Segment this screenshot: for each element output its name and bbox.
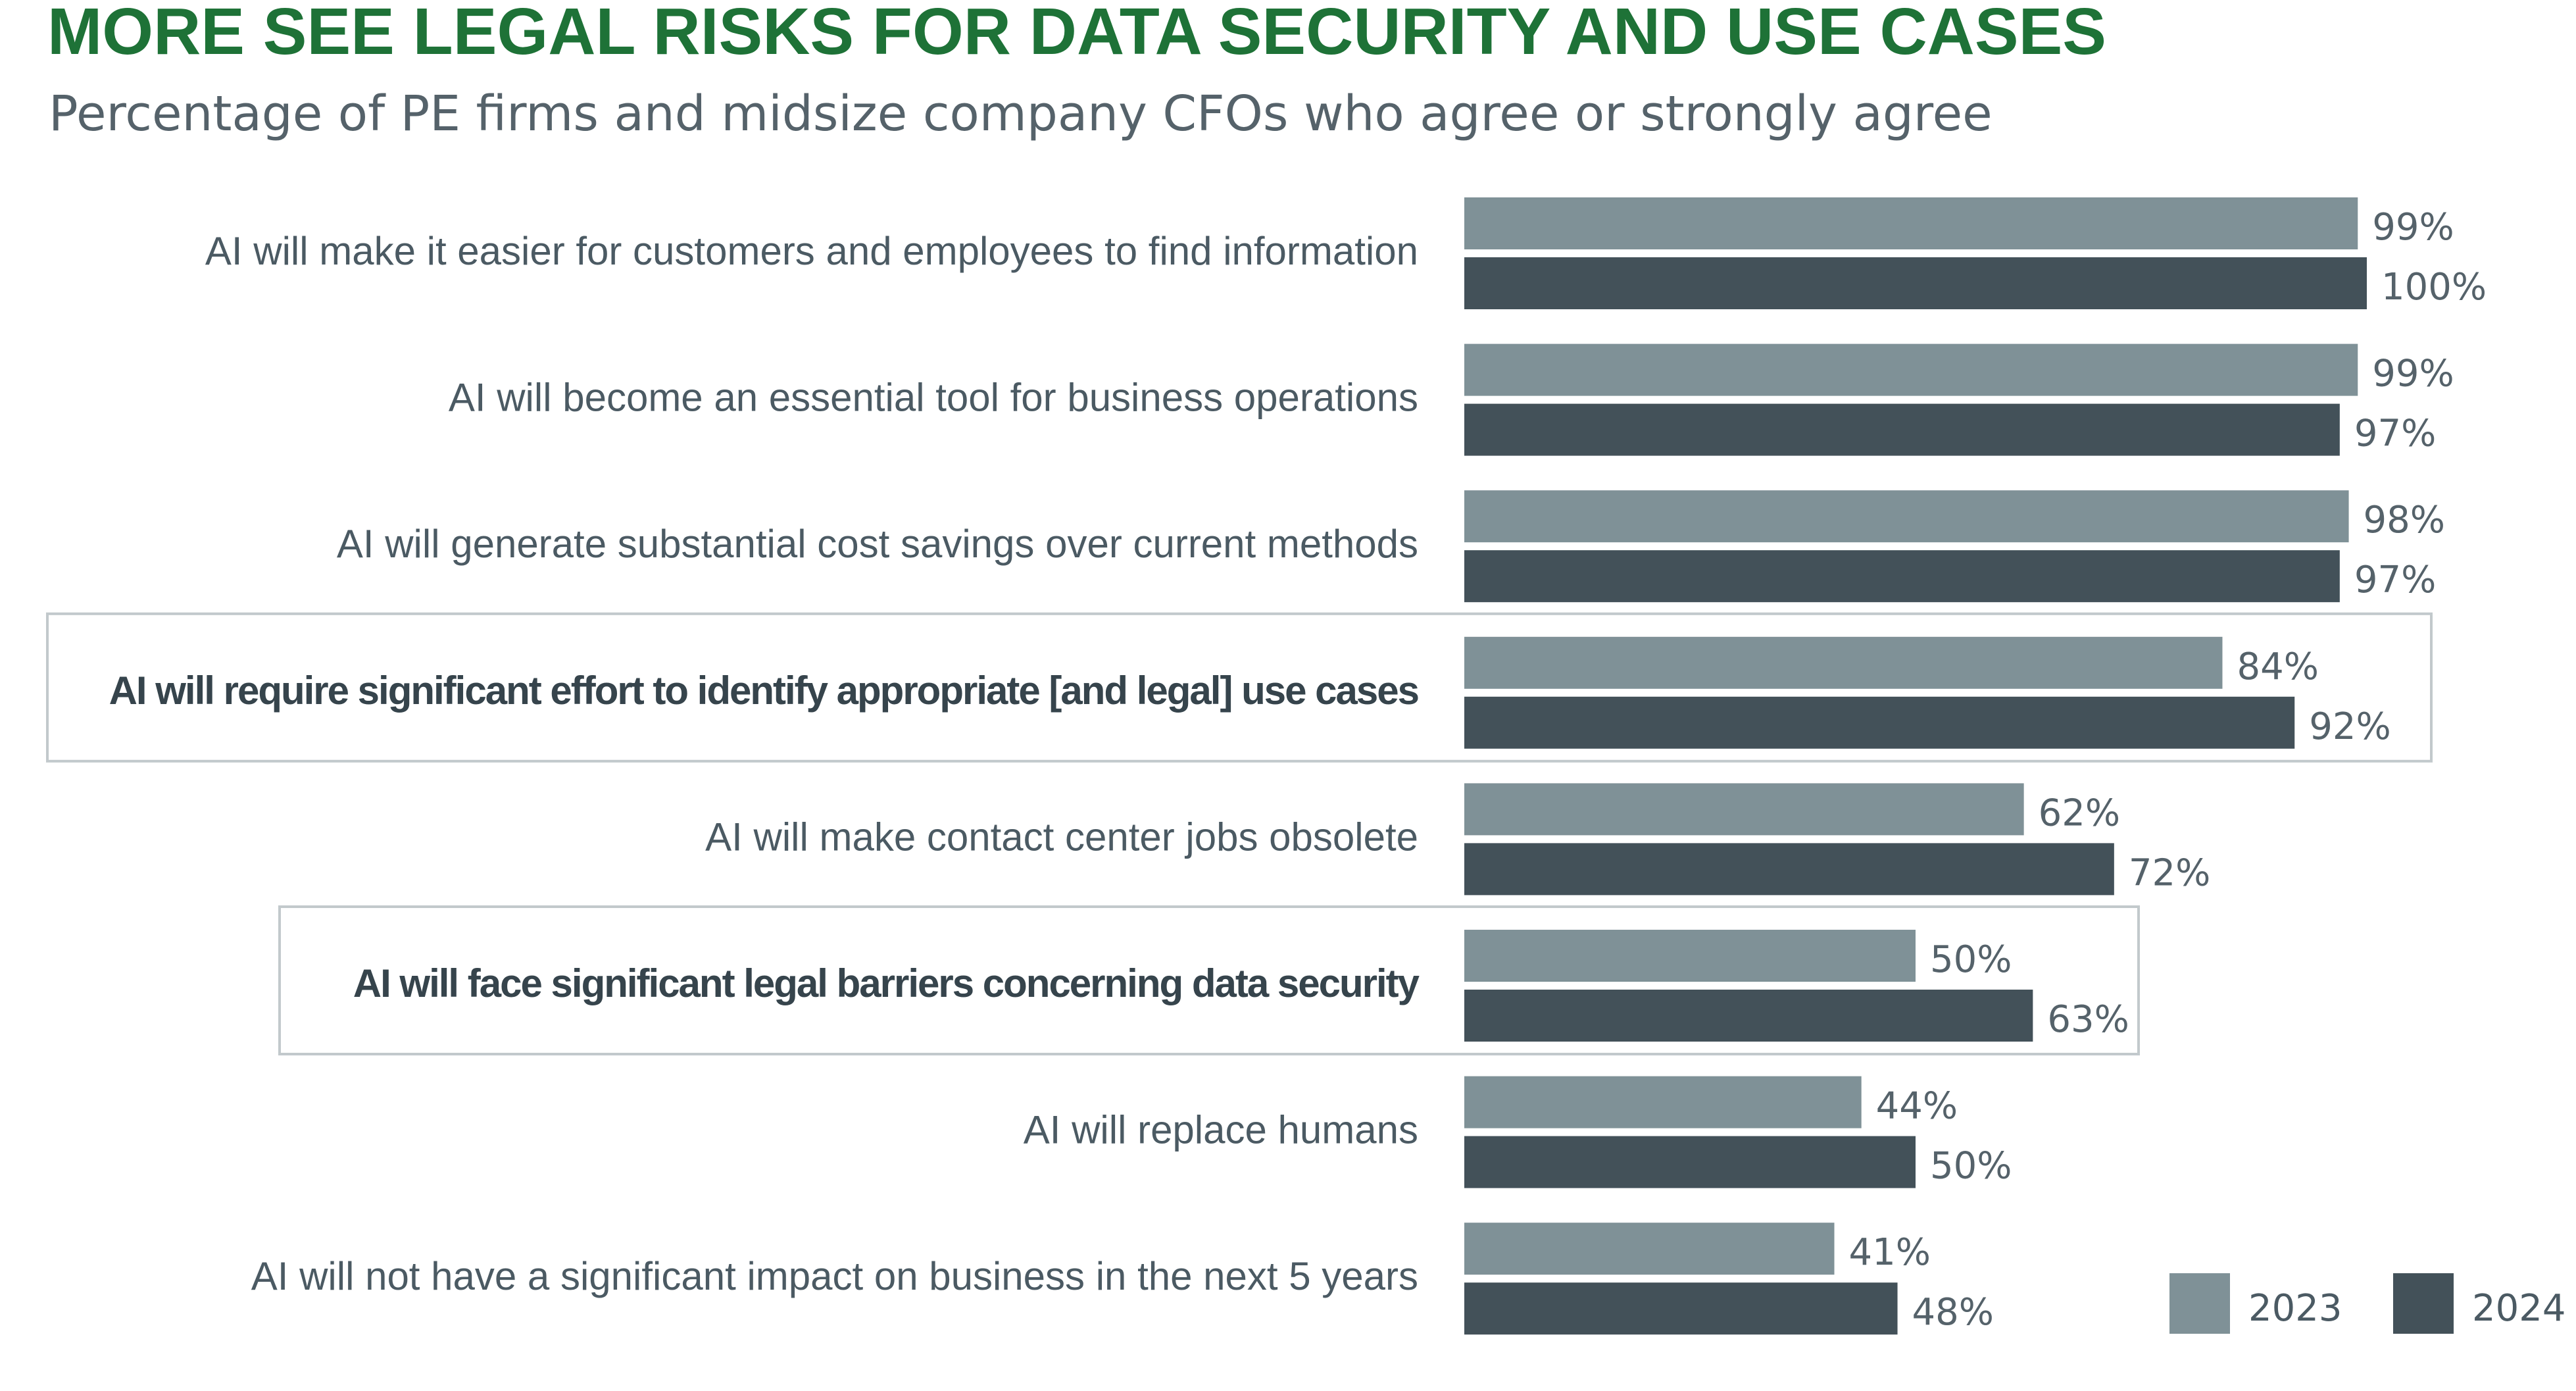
bar-2023 (1464, 636, 2223, 689)
data-label: 44% (1876, 1085, 1958, 1128)
bar-2024 (1464, 550, 2340, 603)
category-label: AI will make contact center jobs obsolet… (705, 815, 1418, 859)
data-label: 50% (1930, 938, 2012, 981)
data-label: 100% (2381, 266, 2487, 309)
legend-swatch-2023 (2169, 1273, 2230, 1334)
legend: 2023 2024 (2169, 1273, 2566, 1334)
data-label: 97% (2354, 413, 2436, 455)
bar-2024 (1464, 843, 2114, 896)
highlight-box (46, 612, 2433, 763)
category-label: AI will require significant effort to id… (109, 669, 1418, 713)
data-label: 50% (1930, 1145, 2012, 1188)
bar-2024 (1464, 990, 2033, 1042)
category-label: AI will replace humans (1024, 1108, 1418, 1152)
bar-2023 (1464, 1223, 1835, 1275)
bar-2024 (1464, 257, 2367, 309)
legend-label: 2023 (2248, 1287, 2342, 1330)
bar-2023 (1464, 1076, 1862, 1128)
bar-2023 (1464, 343, 2358, 396)
category-label: AI will generate substantial cost saving… (337, 522, 1418, 566)
bar-2023 (1464, 783, 2024, 836)
bar-2023 (1464, 930, 1916, 982)
legend-label: 2024 (2472, 1287, 2566, 1330)
data-label: 84% (2237, 645, 2318, 688)
data-label: 63% (2047, 998, 2129, 1041)
bar-2024 (1464, 403, 2340, 456)
bar-2024 (1464, 1282, 1898, 1335)
data-label: 92% (2309, 705, 2390, 748)
data-label: 99% (2372, 353, 2454, 395)
data-label: 48% (1912, 1291, 1994, 1334)
data-label: 97% (2354, 559, 2436, 601)
bar-2023 (1464, 197, 2358, 249)
category-label: AI will make it easier for customers and… (205, 229, 1418, 273)
bar-2023 (1464, 490, 2349, 543)
bar-2024 (1464, 696, 2295, 749)
plot-area: AI will make it easier for customers and… (46, 197, 2487, 1335)
data-label: 99% (2372, 206, 2454, 249)
data-label: 41% (1849, 1231, 1931, 1274)
chart-subtitle: Percentage of PE firms and midsize compa… (49, 86, 1993, 142)
category-label: AI will face significant legal barriers … (353, 961, 1420, 1005)
data-label: 98% (2364, 499, 2445, 542)
legend-swatch-2024 (2393, 1273, 2454, 1334)
highlight-box (278, 905, 2140, 1055)
data-label: 72% (2129, 851, 2210, 894)
chart-title: MORE SEE LEGAL RISKS FOR DATA SECURITY A… (47, 0, 2106, 68)
category-label: AI will become an essential tool for bus… (449, 376, 1418, 420)
category-label: AI will not have a significant impact on… (251, 1254, 1418, 1298)
bar-2024 (1464, 1136, 1916, 1188)
data-label: 62% (2039, 792, 2120, 834)
